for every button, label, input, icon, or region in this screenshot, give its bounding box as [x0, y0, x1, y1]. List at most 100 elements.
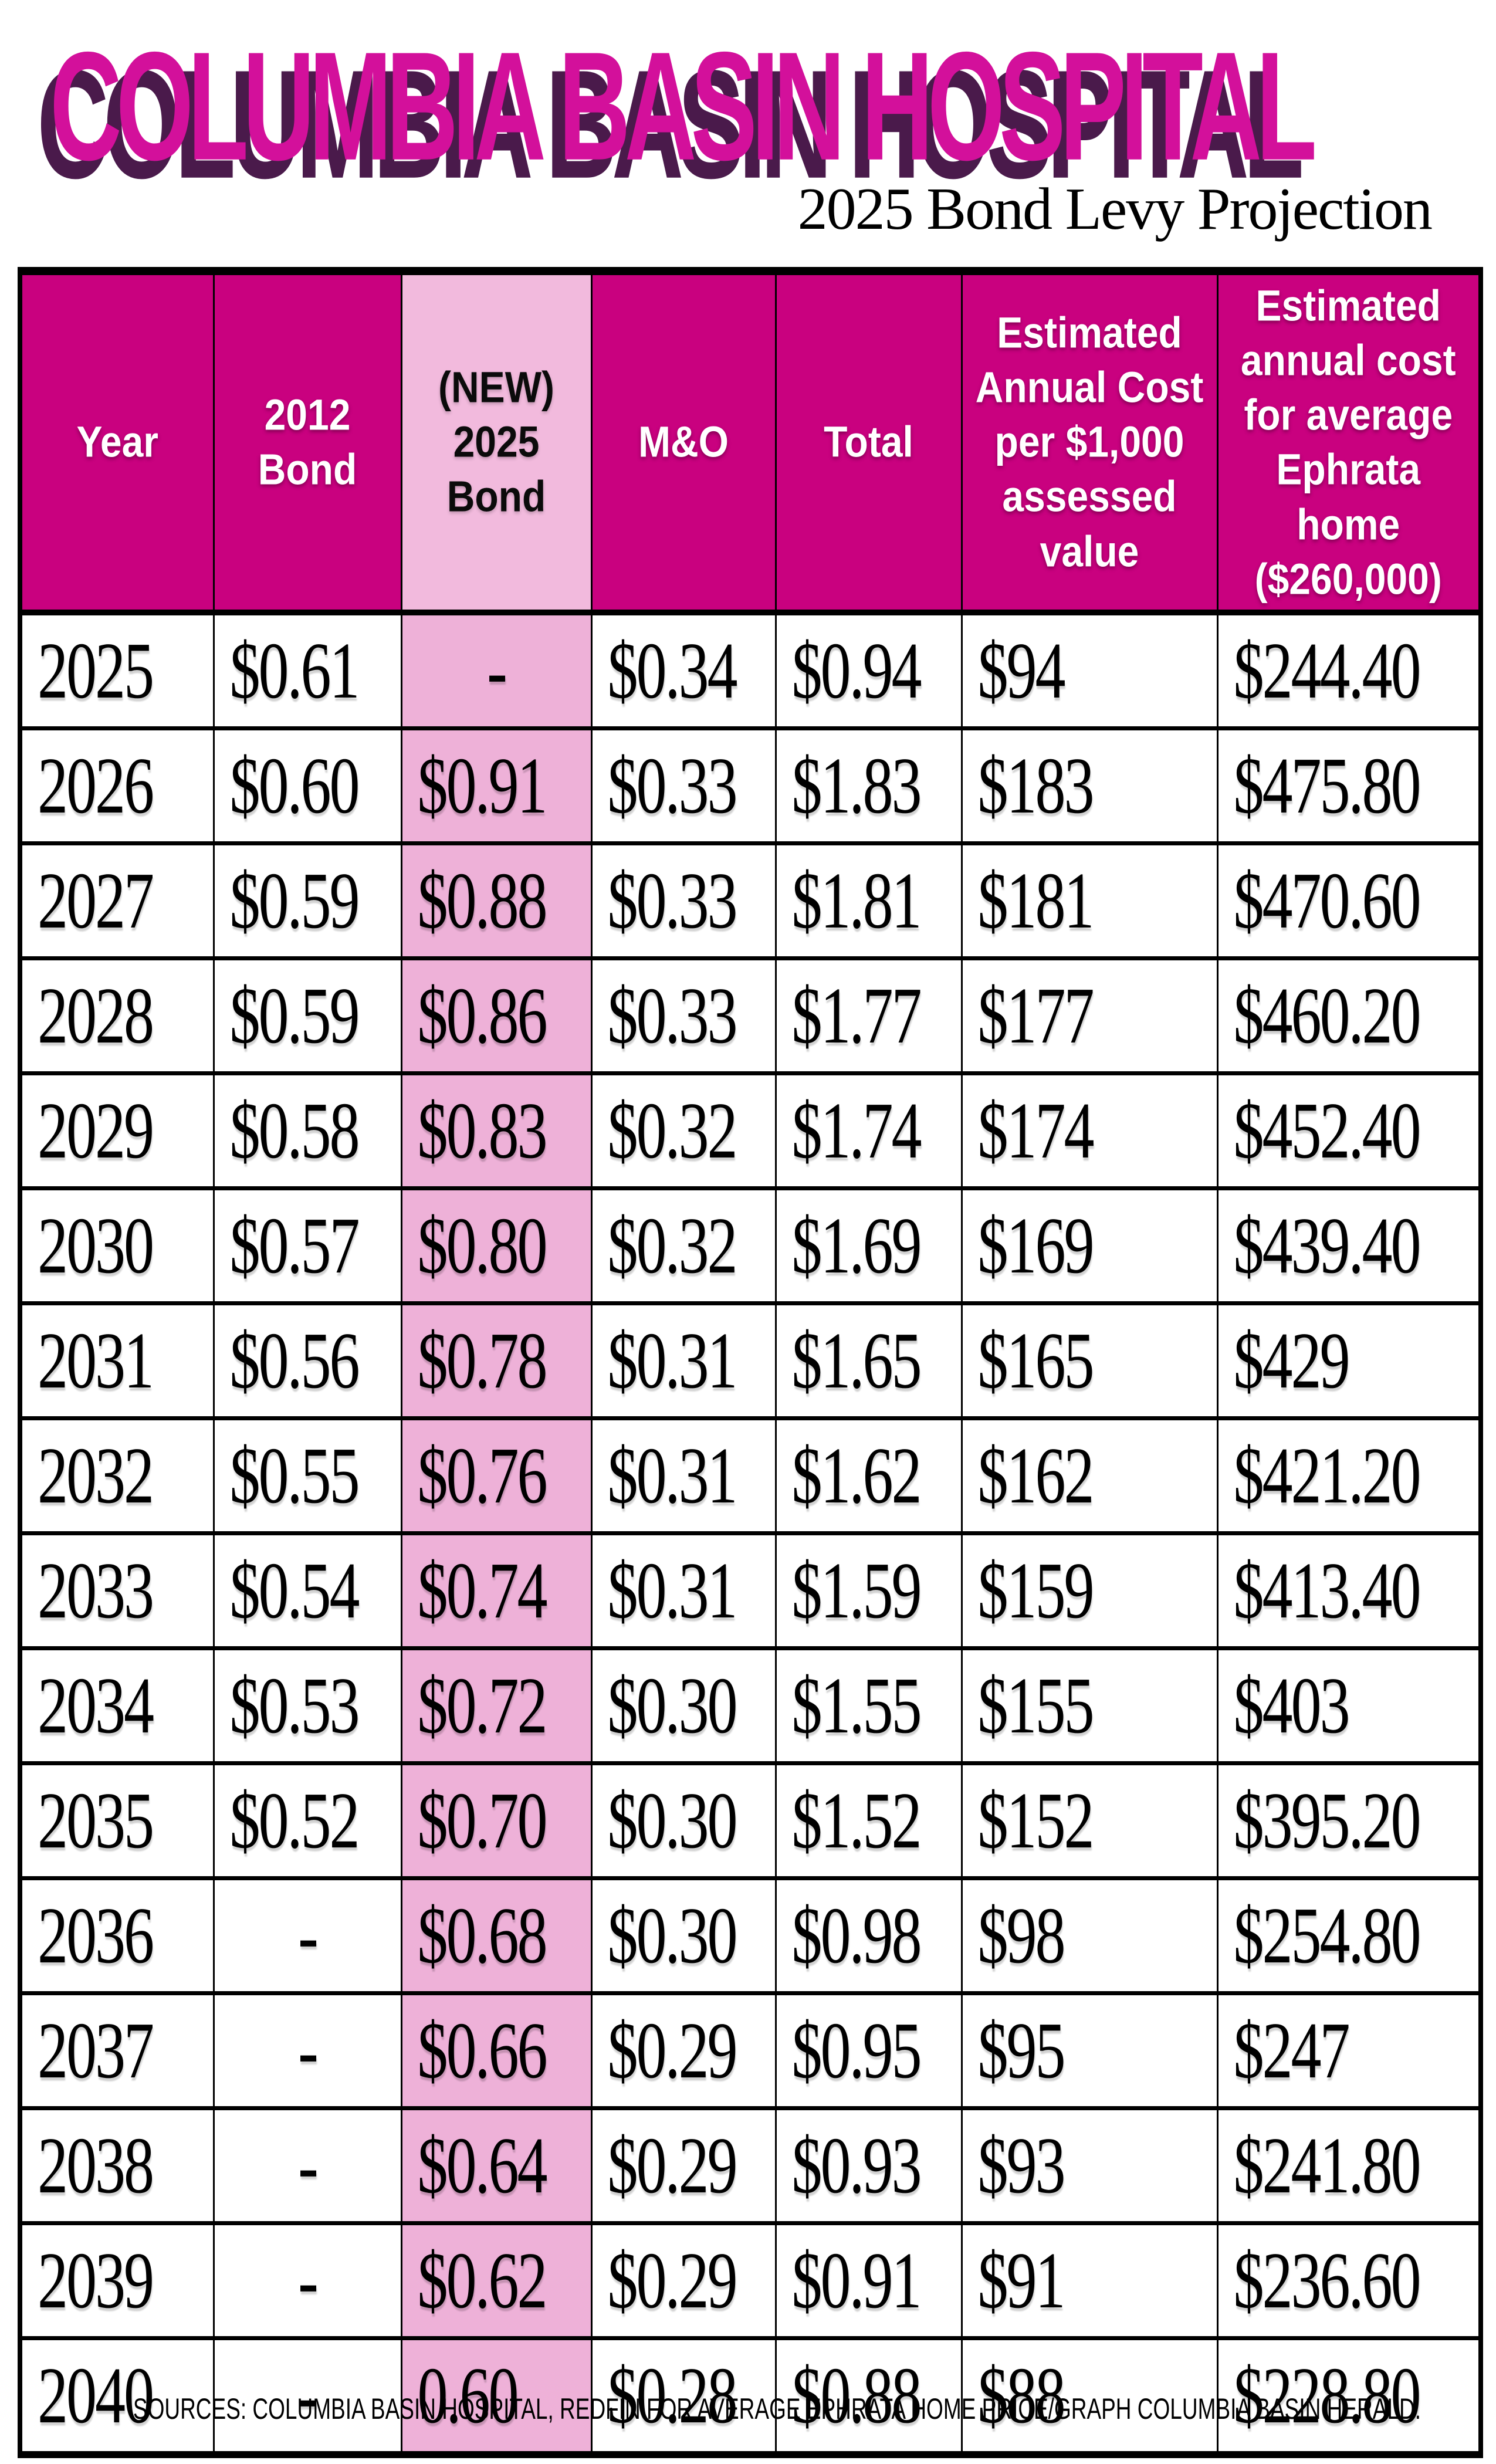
table-row: 2025 $0.61 - $0.34 $0.94 $94 $244.40 — [19, 610, 1482, 730]
m-and-o-cell-text: $0.33 — [607, 971, 738, 1061]
new-bond-2025-cell: $0.83 — [400, 1071, 593, 1190]
col-header-year: Year — [19, 270, 215, 615]
total-cell: $1.65 — [774, 1301, 963, 1420]
total-cell: $1.83 — [774, 726, 963, 845]
m-and-o-cell: $0.28 — [590, 2336, 777, 2457]
total-cell-text: $0.95 — [791, 2006, 922, 2096]
ephrata-home-cost-cell: $247 — [1216, 1991, 1482, 2110]
bond-2012-cell: $0.59 — [212, 956, 402, 1075]
year-cell: 2030 — [19, 1186, 215, 1305]
ephrata-home-cost-cell-text: $254.80 — [1233, 1891, 1421, 1981]
table-row: 2026 $0.60 $0.91 $0.33 $1.83 $183 $475.80 — [19, 726, 1482, 845]
ephrata-home-cost-cell-text: $236.60 — [1233, 2236, 1421, 2326]
ephrata-home-cost-cell-text: $452.40 — [1233, 1086, 1421, 1176]
total-cell-text: $1.69 — [791, 1201, 922, 1291]
ephrata-home-cost-cell-text: $413.40 — [1233, 1546, 1421, 1636]
col-header-m-and-o-label: M&O — [638, 417, 729, 466]
new-bond-2025-cell-text: $0.86 — [417, 971, 548, 1061]
m-and-o-cell-text: $0.29 — [607, 2236, 738, 2326]
m-and-o-cell-text: $0.32 — [607, 1201, 738, 1291]
new-bond-2025-cell: $0.88 — [400, 841, 593, 960]
year-cell: 2027 — [19, 841, 215, 960]
col-header-m-and-o: M&O — [590, 270, 777, 615]
cost-per-1000-cell-text: $165 — [977, 1316, 1095, 1406]
total-cell-text: $0.98 — [791, 1891, 922, 1981]
ephrata-home-cost-cell-text: $247 — [1233, 2006, 1351, 2096]
year-cell: 2025 — [19, 610, 215, 730]
col-header-ephrata-home-cost: Estimated annual cost for average Ephrat… — [1216, 270, 1482, 615]
table-row: 2029 $0.58 $0.83 $0.32 $1.74 $174 $452.40 — [19, 1071, 1482, 1190]
ephrata-home-cost-cell: $413.40 — [1216, 1531, 1482, 1650]
cost-per-1000-cell: $159 — [960, 1531, 1219, 1650]
m-and-o-cell: $0.29 — [590, 2106, 777, 2225]
new-bond-2025-cell-text: $0.91 — [417, 741, 548, 831]
bond-2012-cell: $0.55 — [212, 1416, 402, 1535]
bond-2012-cell-text: - — [298, 2006, 319, 2096]
new-bond-2025-cell: $0.86 — [400, 956, 593, 1075]
bond-2012-cell-text: - — [298, 2351, 319, 2441]
total-cell: $1.81 — [774, 841, 963, 960]
ephrata-home-cost-cell: $470.60 — [1216, 841, 1482, 960]
new-bond-2025-cell-text: $0.80 — [417, 1201, 548, 1291]
year-cell: 2036 — [19, 1876, 215, 1995]
year-cell-text: 2027 — [38, 856, 154, 946]
source-note-text: SOURCES: COLUMBIA BASIN HOSPITAL, REDFIN… — [133, 2392, 1421, 2425]
col-header-new-2025-bond-label: (NEW) 2025 Bond — [438, 363, 554, 521]
cost-per-1000-cell-text: $152 — [977, 1776, 1095, 1866]
col-header-2012-bond: 2012 Bond — [212, 270, 402, 615]
table-row: 2032 $0.55 $0.76 $0.31 $1.62 $162 $421.20 — [19, 1416, 1482, 1535]
bond-2012-cell: $0.54 — [212, 1531, 402, 1650]
cost-per-1000-cell: $152 — [960, 1761, 1219, 1880]
m-and-o-cell-text: $0.32 — [607, 1086, 738, 1176]
ephrata-home-cost-cell: $244.40 — [1216, 610, 1482, 730]
new-bond-2025-cell: $0.78 — [400, 1301, 593, 1420]
m-and-o-cell-text: $0.29 — [607, 2006, 738, 2096]
col-header-total: Total — [774, 270, 963, 615]
cost-per-1000-cell: $95 — [960, 1991, 1219, 2110]
new-bond-2025-cell-text: $0.78 — [417, 1316, 548, 1406]
levy-projection-table: Year 2012 Bond (NEW) 2025 Bond M&O Total… — [18, 267, 1483, 2458]
new-bond-2025-cell-text: - — [487, 626, 507, 716]
bond-2012-cell-text: $0.59 — [229, 971, 360, 1061]
table-row: 2036 - $0.68 $0.30 $0.98 $98 $254.80 — [19, 1876, 1482, 1995]
total-cell: $1.77 — [774, 956, 963, 1075]
new-bond-2025-cell-text: $0.74 — [417, 1546, 548, 1636]
total-cell-text: $1.74 — [791, 1086, 922, 1176]
new-bond-2025-cell-text: $0.66 — [417, 2006, 548, 2096]
year-cell-text: 2025 — [38, 626, 154, 716]
m-and-o-cell: $0.29 — [590, 2221, 777, 2340]
m-and-o-cell: $0.31 — [590, 1531, 777, 1650]
year-cell-text: 2026 — [38, 741, 154, 831]
bond-2012-cell-text: $0.58 — [229, 1086, 360, 1176]
m-and-o-cell-text: $0.30 — [607, 1891, 738, 1981]
new-bond-2025-cell: $0.74 — [400, 1531, 593, 1650]
total-cell-text: $1.65 — [791, 1316, 922, 1406]
m-and-o-cell-text: $0.34 — [607, 626, 738, 716]
table-row: 2035 $0.52 $0.70 $0.30 $1.52 $152 $395.20 — [19, 1761, 1482, 1880]
bond-2012-cell-text: - — [298, 2121, 319, 2211]
cost-per-1000-cell: $174 — [960, 1071, 1219, 1190]
bond-2012-cell: - — [212, 1991, 402, 2110]
col-header-total-label: Total — [824, 417, 913, 466]
cost-per-1000-cell: $181 — [960, 841, 1219, 960]
col-header-year-label: Year — [76, 417, 158, 466]
ephrata-home-cost-cell: $421.20 — [1216, 1416, 1482, 1535]
cost-per-1000-cell: $93 — [960, 2106, 1219, 2225]
new-bond-2025-cell-text: $0.68 — [417, 1891, 548, 1981]
cost-per-1000-cell-text: $177 — [977, 971, 1095, 1061]
bond-2012-cell: - — [212, 2106, 402, 2225]
cost-per-1000-cell: $98 — [960, 1876, 1219, 1995]
new-bond-2025-cell-text: $0.88 — [417, 856, 548, 946]
ephrata-home-cost-cell-text: $470.60 — [1233, 856, 1421, 946]
year-cell: 2034 — [19, 1646, 215, 1765]
bond-2012-cell-text: $0.61 — [229, 626, 360, 716]
year-cell: 2040 — [19, 2336, 215, 2457]
col-header-cost-per-1000-label: Estimated Annual Cost per $1,000 assesse… — [975, 308, 1204, 576]
m-and-o-cell: $0.29 — [590, 1991, 777, 2110]
new-bond-2025-cell: $0.72 — [400, 1646, 593, 1765]
year-cell: 2031 — [19, 1301, 215, 1420]
m-and-o-cell: $0.30 — [590, 1876, 777, 1995]
bond-2012-cell-text: - — [298, 2236, 319, 2326]
cost-per-1000-cell-text: $159 — [977, 1546, 1095, 1636]
cost-per-1000-cell-text: $162 — [977, 1431, 1095, 1521]
